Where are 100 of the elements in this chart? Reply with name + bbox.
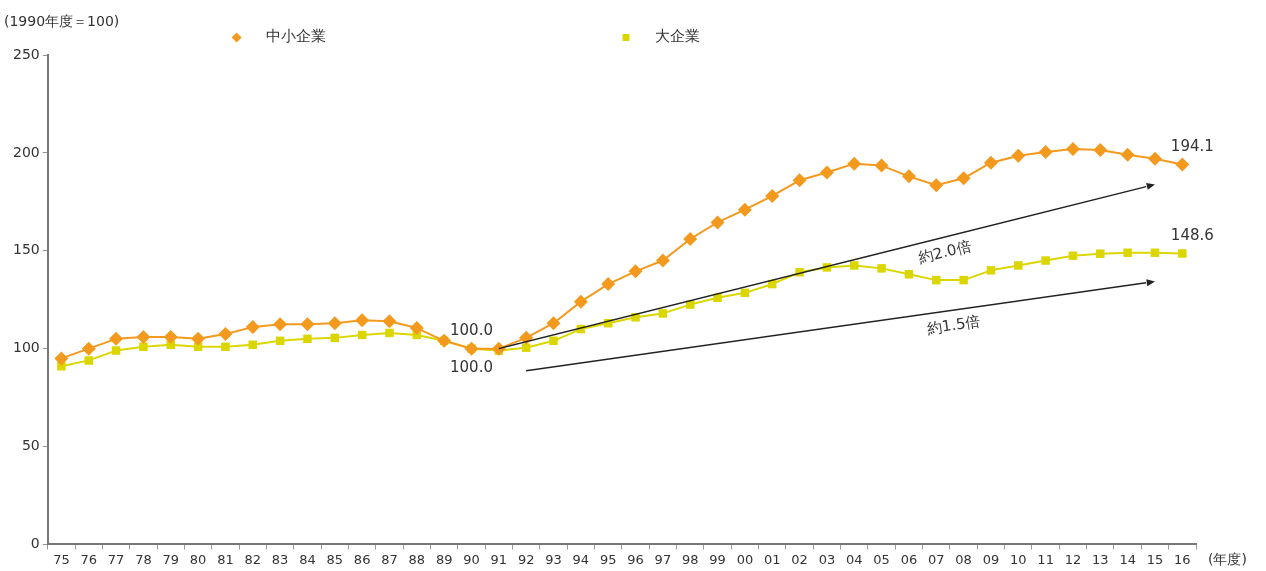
point: [218, 326, 233, 341]
point: [1093, 142, 1108, 157]
x-tick-label: 03: [818, 551, 836, 567]
point: [628, 264, 643, 279]
point: [850, 261, 859, 270]
x-tick-label: 99: [709, 551, 726, 567]
x-tick-label: 08: [955, 551, 972, 567]
point: [491, 341, 506, 356]
y-tick-label: 150: [12, 241, 40, 258]
point: [1065, 141, 1080, 156]
x-tick-label: 12: [1064, 551, 1082, 567]
point: [546, 316, 561, 331]
point: [303, 334, 312, 344]
x-tick-label: 77: [107, 551, 125, 567]
x-tick-label: 80: [189, 551, 207, 567]
x-tick-label: 85: [326, 551, 344, 567]
point: [355, 313, 370, 328]
point: [163, 329, 178, 344]
x-tick-label: 82: [244, 551, 262, 567]
point: [1150, 248, 1160, 257]
x-tick-label: 11: [1037, 551, 1054, 567]
point: [901, 169, 916, 184]
point: [983, 155, 998, 170]
y-axis-title: (1990年度＝100): [4, 12, 120, 29]
x-tick-label: 02: [791, 551, 808, 567]
x-tick-label: 01: [763, 551, 781, 567]
x-tick-label: 86: [353, 551, 371, 567]
x-axis-title: (年度): [1208, 551, 1247, 568]
data-label: 100.0: [450, 358, 493, 377]
point: [139, 342, 148, 351]
y-tick-label: 200: [12, 143, 40, 160]
x-tick-label: 91: [490, 551, 508, 567]
point: [248, 340, 258, 349]
x-tick-label: 87: [381, 551, 398, 567]
point: [245, 320, 260, 335]
x-tick-label: 04: [845, 551, 863, 567]
point: [683, 232, 698, 247]
point: [792, 173, 807, 188]
point: [737, 202, 752, 217]
point: [573, 294, 588, 309]
x-tick-label: 97: [654, 551, 672, 567]
point: [1014, 261, 1023, 270]
point: [986, 266, 996, 275]
point: [1096, 249, 1105, 258]
point: [847, 156, 862, 171]
annotation: 約2.0倍: [916, 236, 974, 268]
point: [655, 253, 670, 268]
point: [658, 309, 668, 318]
point: [819, 165, 834, 180]
x-tick-label: 14: [1119, 551, 1136, 567]
point: [136, 329, 151, 344]
point: [191, 331, 206, 346]
x-tick-label: 92: [517, 551, 535, 567]
point: [877, 264, 886, 273]
point: [409, 321, 424, 336]
point: [81, 341, 96, 356]
x-tick-label: 10: [1010, 551, 1027, 567]
legend-label: 大企業: [641, 27, 977, 46]
data-label: 100.0: [450, 321, 493, 340]
x-tick-label: 89: [435, 551, 453, 567]
point: [1175, 157, 1190, 172]
x-tick-label: 09: [982, 551, 1000, 567]
point: [956, 171, 971, 186]
point: [1120, 147, 1135, 162]
point: [1178, 249, 1187, 258]
point: [1041, 256, 1050, 265]
point: [327, 316, 342, 331]
x-tick-label: 88: [408, 551, 426, 567]
point: [874, 158, 889, 173]
point: [54, 351, 69, 366]
x-tick-label: 76: [80, 551, 98, 567]
point: [710, 215, 725, 230]
x-tick-label: 96: [627, 551, 644, 567]
data-label: 194.1: [1170, 136, 1214, 155]
x-tick-label: 83: [271, 551, 289, 567]
x-tick-label: 13: [1092, 551, 1109, 567]
point: [1147, 151, 1162, 166]
point: [549, 336, 558, 346]
point: [1038, 144, 1053, 159]
point: [765, 188, 780, 203]
point: [601, 277, 616, 292]
data-label: 148.6: [1170, 225, 1214, 244]
x-tick-label: 79: [162, 551, 180, 567]
point: [109, 331, 124, 346]
y-tick-label: 50: [21, 437, 40, 454]
x-tick-label: 78: [135, 551, 152, 567]
point: [300, 317, 315, 332]
point: [273, 317, 288, 332]
point: [221, 342, 230, 351]
y-tick-label: 0: [30, 535, 40, 552]
x-tick-label: 93: [545, 551, 562, 567]
x-tick-label: 16: [1174, 551, 1191, 567]
x-tick-label: 75: [53, 551, 70, 567]
legend-label: 中小企業: [251, 27, 603, 46]
x-tick-label: 84: [299, 551, 316, 567]
x-tick-label: 90: [463, 551, 480, 567]
x-tick-label: 98: [681, 551, 699, 567]
y-tick-label: 100: [12, 339, 40, 356]
point: [385, 328, 394, 338]
x-tick-label: 06: [900, 551, 918, 567]
